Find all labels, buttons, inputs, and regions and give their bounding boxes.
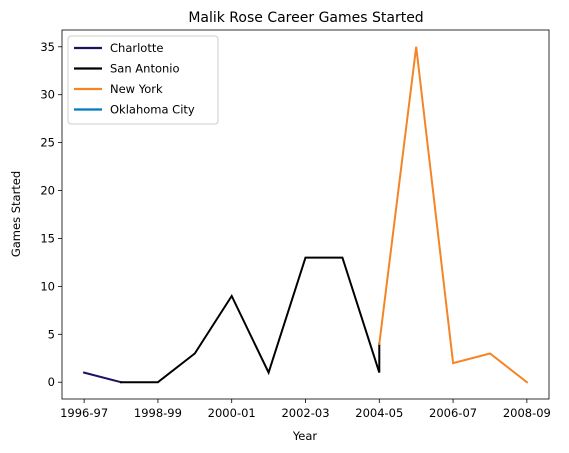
legend-label-charlotte: Charlotte [110, 41, 163, 55]
series-line-new-york [379, 47, 527, 382]
y-tick-label: 25 [40, 136, 55, 150]
legend-label-new-york: New York [110, 82, 163, 96]
x-tick-label: 2000-01 [208, 406, 256, 420]
y-tick-label: 5 [48, 327, 55, 341]
x-tick-label: 2006-07 [429, 406, 477, 420]
x-tick-label: 2004-05 [355, 406, 403, 420]
x-axis: 1996-97 1998-99 2000-01 2002-03 2004-05 2006-… [60, 399, 551, 420]
y-tick-label: 0 [48, 375, 55, 389]
y-tick-label: 10 [40, 279, 55, 293]
legend-label-san-antonio: San Antonio [110, 62, 180, 76]
x-tick-label: 1998-99 [134, 406, 182, 420]
x-tick-label: 2008-09 [503, 406, 551, 420]
legend-label-oklahoma-city: Oklahoma City [110, 103, 195, 117]
chart-title: Malik Rose Career Games Started [188, 10, 423, 26]
y-tick-label: 35 [40, 40, 55, 54]
legend: Charlotte San Antonio New York Oklahoma Cit… [68, 36, 218, 124]
series-line-charlotte [84, 373, 121, 383]
y-tick-label: 30 [40, 88, 55, 102]
x-tick-label: 1996-97 [60, 406, 108, 420]
y-tick-label: 15 [40, 231, 55, 245]
y-axis-label: Games Started [9, 171, 23, 257]
series-line-san-antonio [121, 258, 379, 383]
x-tick-label: 2002-03 [281, 406, 329, 420]
y-tick-label: 20 [40, 184, 55, 198]
x-axis-label: Year [292, 429, 318, 443]
y-axis: 0 5 10 15 20 25 30 35 [40, 40, 62, 389]
